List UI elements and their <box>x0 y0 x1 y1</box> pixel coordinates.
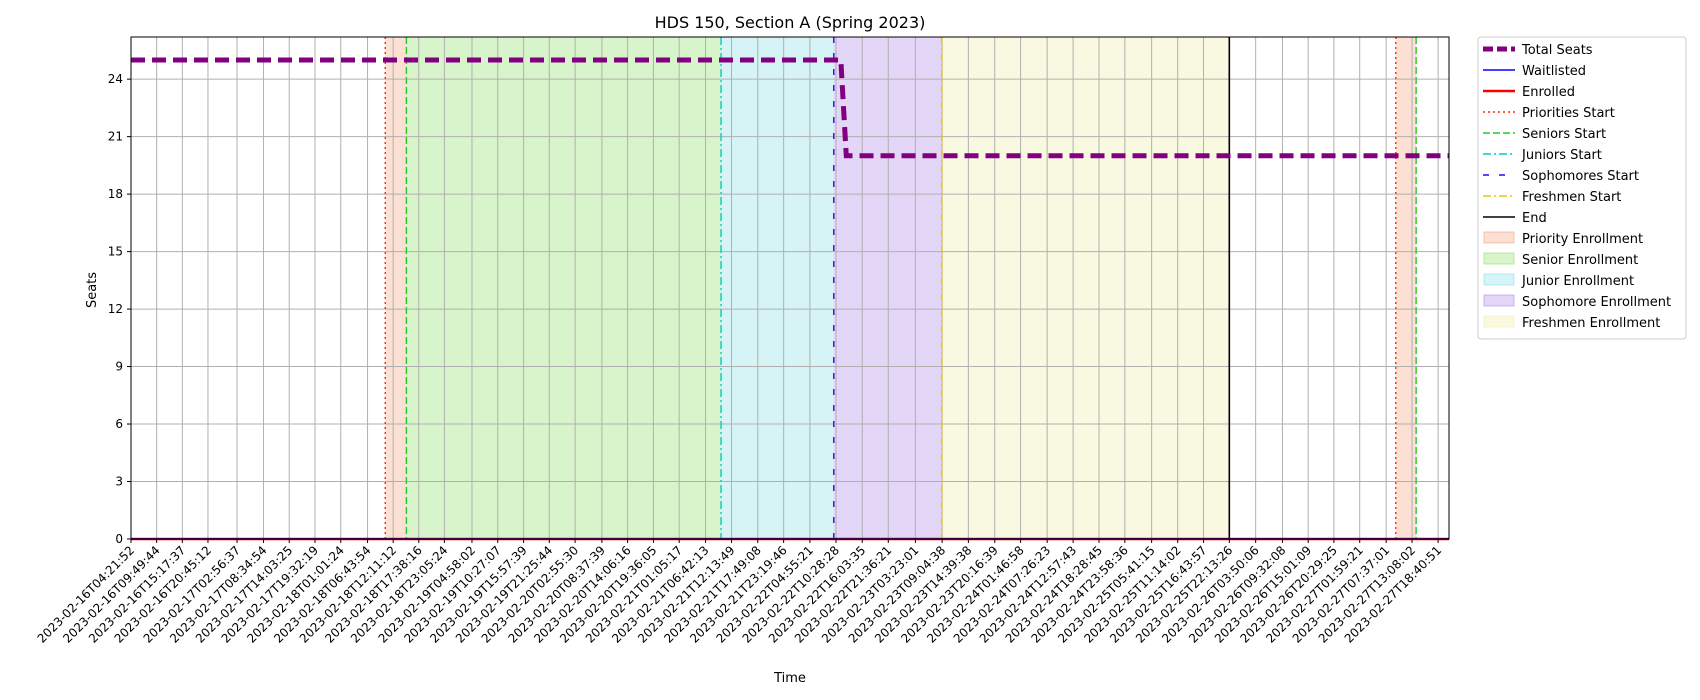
y-tick-label: 18 <box>108 187 123 201</box>
legend-swatch <box>1483 315 1515 328</box>
legend-label: Senior Enrollment <box>1522 253 1638 268</box>
legend-label: Waitlisted <box>1522 64 1586 79</box>
y-tick-label: 0 <box>115 532 123 546</box>
y-axis-title: Seats <box>85 272 100 308</box>
y-tick-label: 9 <box>115 360 123 374</box>
legend-label: Sophomores Start <box>1522 169 1639 184</box>
shaded-region <box>941 37 1230 539</box>
legend-label: Sophomore Enrollment <box>1522 295 1671 310</box>
legend-label: Freshmen Enrollment <box>1522 316 1660 331</box>
legend-label: End <box>1522 211 1547 226</box>
y-tick-label: 12 <box>108 302 123 316</box>
shaded-region <box>385 37 407 539</box>
shaded-region <box>721 37 834 539</box>
legend-label: Junior Enrollment <box>1521 274 1634 289</box>
legend-label: Freshmen Start <box>1522 190 1621 205</box>
legend-label: Priorities Start <box>1522 106 1615 121</box>
series-line <box>131 57 1449 159</box>
legend-swatch <box>1483 231 1515 244</box>
legend-swatch <box>1483 273 1515 286</box>
shaded-region <box>1395 37 1417 539</box>
legend-label: Enrolled <box>1522 85 1575 100</box>
legend: Total Seats Waitlisted Enrolled Priorities … <box>1477 36 1687 340</box>
legend-frame <box>1477 36 1687 340</box>
shaded-region <box>406 37 722 539</box>
y-tick-label: 3 <box>115 475 123 489</box>
y-tick-label: 21 <box>108 130 123 144</box>
plot-frame <box>130 36 1450 540</box>
legend-swatch <box>1483 294 1515 307</box>
x-axis-title: Time <box>773 671 806 686</box>
plot-area: 036912151821242023-02-16T04:21:522023-02… <box>35 36 1450 646</box>
legend-swatch <box>1483 252 1515 265</box>
legend-label: Juniors Start <box>1521 148 1602 163</box>
chart-title: HDS 150, Section A (Spring 2023) <box>655 13 926 32</box>
y-tick-label: 24 <box>108 72 123 86</box>
legend-label: Priority Enrollment <box>1522 232 1643 247</box>
y-tick-label: 15 <box>108 245 123 259</box>
legend-label: Seniors Start <box>1522 127 1606 142</box>
legend-label: Total Seats <box>1521 43 1593 58</box>
y-tick-label: 6 <box>115 417 123 431</box>
